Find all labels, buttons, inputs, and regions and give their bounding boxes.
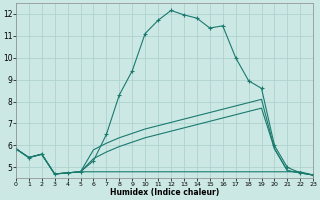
X-axis label: Humidex (Indice chaleur): Humidex (Indice chaleur) bbox=[110, 188, 219, 197]
